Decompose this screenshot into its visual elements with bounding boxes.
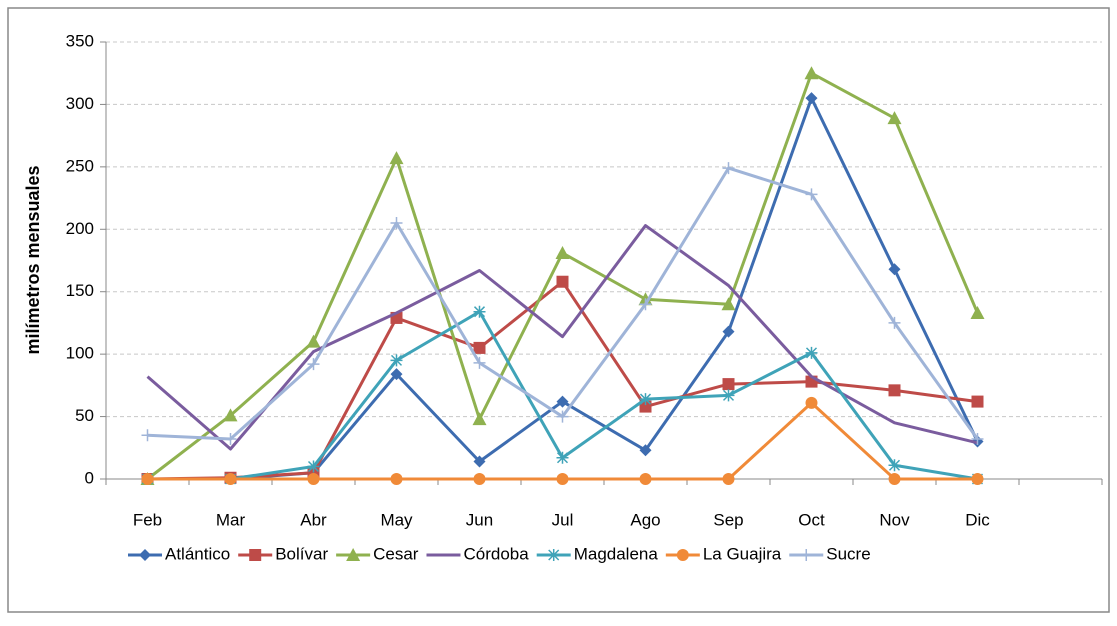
marker [722, 389, 735, 402]
legend-label: Bolívar [275, 544, 328, 563]
x-tick-label: Mar [216, 510, 246, 529]
marker [722, 378, 735, 391]
marker [224, 433, 237, 446]
marker [556, 451, 569, 464]
marker [970, 305, 985, 319]
x-tick-label: Sep [713, 510, 743, 529]
marker [639, 400, 652, 413]
marker [971, 395, 984, 408]
marker [888, 459, 901, 472]
y-tick-label: 100 [66, 344, 94, 363]
chart-border [7, 7, 1110, 613]
marker [249, 549, 262, 561]
marker [390, 217, 403, 230]
legend-label: Sucre [826, 544, 870, 563]
marker [639, 393, 652, 406]
y-tick-label: 50 [75, 406, 94, 425]
x-tick-label: Oct [798, 510, 825, 529]
marker [888, 263, 901, 276]
marker [556, 473, 569, 485]
marker [390, 368, 403, 381]
marker [307, 473, 320, 485]
x-tick-label: Jul [552, 510, 574, 529]
marker [306, 334, 321, 348]
y-tick-label: 150 [66, 281, 94, 300]
marker [141, 473, 154, 485]
y-tick-label: 0 [85, 468, 94, 487]
y-axis-label: milímetros mensuales [23, 165, 43, 354]
y-tick-label: 250 [66, 156, 94, 175]
marker [722, 473, 735, 485]
marker [141, 429, 154, 442]
x-tick-label: Jun [466, 510, 493, 529]
marker [888, 473, 901, 485]
marker [556, 275, 569, 288]
x-tick-label: Abr [300, 510, 327, 529]
legend-label: La Guajira [703, 544, 782, 563]
marker [721, 297, 736, 311]
marker [555, 246, 570, 260]
marker [556, 395, 569, 408]
marker [888, 316, 901, 329]
marker [971, 433, 984, 446]
marker [971, 473, 984, 485]
marker [722, 162, 735, 175]
marker [676, 549, 689, 561]
marker [390, 473, 403, 485]
legend-label: Córdoba [463, 544, 529, 563]
legend-label: Atlántico [165, 544, 230, 563]
marker [223, 408, 238, 422]
x-tick-label: Feb [133, 510, 162, 529]
marker [888, 384, 901, 397]
y-tick-label: 200 [66, 219, 94, 238]
marker [473, 356, 486, 369]
marker [472, 412, 487, 426]
marker [722, 325, 735, 338]
marker [473, 455, 486, 468]
marker [307, 460, 320, 473]
marker [346, 548, 361, 561]
marker [556, 410, 569, 423]
marker [639, 298, 652, 311]
y-tick-label: 350 [66, 31, 94, 50]
marker [805, 92, 818, 105]
marker [224, 473, 237, 485]
legend-label: Magdalena [574, 544, 659, 563]
legend-label: Cesar [373, 544, 419, 563]
marker [800, 549, 813, 561]
marker [805, 188, 818, 201]
marker [805, 396, 818, 409]
marker [639, 473, 652, 485]
marker [389, 151, 404, 165]
marker [473, 473, 486, 485]
marker [473, 305, 486, 318]
marker [139, 549, 151, 561]
marker [473, 341, 486, 354]
marker [547, 549, 560, 561]
y-tick-label: 300 [66, 94, 94, 113]
marker [390, 354, 403, 367]
marker [307, 358, 320, 371]
marker [804, 66, 819, 80]
marker [639, 444, 652, 457]
x-tick-label: May [380, 510, 413, 529]
x-tick-label: Dic [965, 510, 990, 529]
x-tick-label: Ago [630, 510, 660, 529]
marker [805, 346, 818, 359]
x-tick-label: Nov [879, 510, 910, 529]
marker [887, 111, 902, 125]
